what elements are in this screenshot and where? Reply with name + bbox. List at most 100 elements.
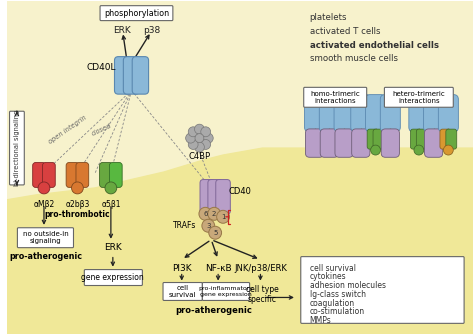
Text: activated endothelial cells: activated endothelial cells (310, 41, 438, 50)
Text: TRAFs: TRAFs (173, 221, 197, 230)
Text: ERK: ERK (113, 25, 130, 35)
Text: MMPs: MMPs (310, 316, 331, 325)
Text: cell survival: cell survival (310, 264, 356, 273)
FancyBboxPatch shape (115, 57, 131, 94)
Circle shape (199, 207, 212, 220)
Text: 3: 3 (206, 223, 210, 229)
FancyBboxPatch shape (409, 94, 429, 132)
Text: adhesion molecules: adhesion molecules (310, 281, 386, 290)
Circle shape (188, 139, 198, 149)
FancyBboxPatch shape (200, 180, 215, 214)
FancyBboxPatch shape (380, 94, 401, 132)
Text: NF-κB: NF-κB (205, 264, 231, 273)
Text: JNK/p38/ERK: JNK/p38/ERK (234, 264, 287, 273)
Text: α5β1: α5β1 (101, 200, 120, 209)
Circle shape (105, 182, 117, 194)
FancyBboxPatch shape (18, 228, 73, 248)
Text: Ig-class switch: Ig-class switch (310, 290, 365, 299)
FancyBboxPatch shape (123, 57, 140, 94)
Text: 2: 2 (212, 211, 216, 217)
FancyBboxPatch shape (132, 57, 148, 94)
FancyBboxPatch shape (373, 129, 384, 149)
Text: pro-inflammatory
gene expression: pro-inflammatory gene expression (199, 286, 254, 297)
FancyBboxPatch shape (352, 129, 370, 157)
FancyBboxPatch shape (109, 162, 122, 187)
FancyBboxPatch shape (335, 129, 353, 157)
FancyBboxPatch shape (304, 87, 367, 107)
FancyBboxPatch shape (334, 94, 354, 132)
Circle shape (371, 145, 381, 155)
FancyBboxPatch shape (208, 180, 222, 214)
FancyBboxPatch shape (367, 129, 378, 149)
Circle shape (201, 127, 210, 137)
Circle shape (209, 226, 221, 239)
FancyBboxPatch shape (304, 94, 325, 132)
Text: cytokines: cytokines (310, 272, 346, 281)
Text: CD40: CD40 (229, 187, 252, 196)
Circle shape (444, 145, 453, 155)
FancyBboxPatch shape (66, 162, 79, 187)
Circle shape (72, 182, 83, 194)
FancyBboxPatch shape (76, 162, 89, 187)
FancyBboxPatch shape (365, 94, 385, 132)
Text: smooth muscle cells: smooth muscle cells (310, 55, 398, 63)
FancyBboxPatch shape (446, 129, 457, 149)
Circle shape (195, 134, 204, 143)
Text: pro-thrombotic: pro-thrombotic (45, 210, 110, 219)
Circle shape (188, 127, 198, 137)
Circle shape (203, 133, 213, 143)
Text: co-stimulation: co-stimulation (310, 308, 365, 317)
FancyBboxPatch shape (440, 129, 451, 149)
Circle shape (202, 219, 215, 232)
FancyBboxPatch shape (424, 94, 444, 132)
Text: 1: 1 (221, 214, 225, 220)
FancyBboxPatch shape (33, 162, 46, 187)
FancyBboxPatch shape (100, 6, 173, 21)
FancyBboxPatch shape (163, 282, 202, 300)
Text: gene expression: gene expression (82, 273, 144, 282)
FancyBboxPatch shape (351, 94, 371, 132)
Text: αMβ2: αMβ2 (33, 200, 55, 209)
FancyBboxPatch shape (319, 94, 339, 132)
FancyBboxPatch shape (425, 129, 443, 157)
FancyBboxPatch shape (410, 129, 421, 149)
Text: 6: 6 (203, 211, 208, 217)
Polygon shape (7, 148, 473, 334)
Text: platelets: platelets (310, 13, 347, 22)
Text: bi-directional signaling: bi-directional signaling (14, 110, 20, 186)
FancyBboxPatch shape (438, 94, 458, 132)
Circle shape (194, 124, 204, 134)
Circle shape (414, 145, 424, 155)
Text: open integrin: open integrin (47, 115, 88, 145)
Circle shape (208, 207, 220, 220)
FancyBboxPatch shape (216, 180, 230, 214)
Text: p38: p38 (144, 25, 161, 35)
FancyBboxPatch shape (305, 129, 324, 157)
Text: activated T cells: activated T cells (310, 26, 380, 36)
Text: 5: 5 (213, 230, 218, 236)
Text: cell type
specific: cell type specific (246, 284, 279, 304)
FancyBboxPatch shape (84, 270, 142, 285)
Text: α2bβ3: α2bβ3 (65, 200, 90, 209)
FancyBboxPatch shape (384, 87, 453, 107)
FancyBboxPatch shape (381, 129, 400, 157)
FancyBboxPatch shape (100, 162, 112, 187)
Text: CD40L: CD40L (86, 63, 116, 72)
FancyBboxPatch shape (301, 257, 464, 323)
Text: hetero-trimeric
interactions: hetero-trimeric interactions (392, 90, 445, 104)
Text: coagulation: coagulation (310, 299, 355, 308)
Text: C4BP: C4BP (188, 152, 210, 161)
Text: cell
survival: cell survival (169, 285, 196, 298)
Circle shape (186, 133, 195, 143)
Text: pro-atherogenic: pro-atherogenic (175, 307, 252, 316)
Text: ERK: ERK (104, 243, 122, 252)
FancyBboxPatch shape (43, 162, 55, 187)
Circle shape (38, 182, 50, 194)
FancyBboxPatch shape (416, 129, 427, 149)
Text: PI3K: PI3K (172, 264, 191, 273)
FancyBboxPatch shape (202, 282, 250, 300)
Text: closed: closed (91, 123, 113, 137)
Circle shape (201, 139, 210, 149)
FancyBboxPatch shape (320, 129, 338, 157)
Circle shape (194, 142, 204, 152)
